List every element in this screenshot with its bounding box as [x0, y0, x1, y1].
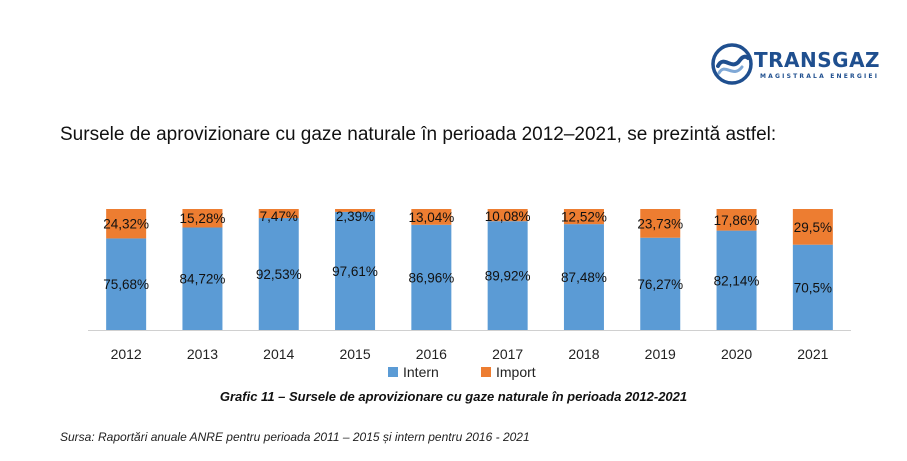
- x-tick-label-2021: 2021: [797, 346, 828, 362]
- x-tick-label-2013: 2013: [187, 346, 218, 362]
- bar-import-2019: [640, 209, 681, 238]
- data-label-intern-2021: 70,5%: [794, 280, 832, 295]
- chart-caption: Grafic 11 – Sursele de aprovizionare cu …: [219, 389, 688, 404]
- legend-swatch-import: [481, 367, 491, 377]
- data-label-intern-2014: 92,53%: [256, 267, 302, 282]
- bar-intern-2016: [411, 224, 452, 330]
- bar-import-2016: [411, 209, 452, 225]
- bar-intern-2019: [640, 237, 681, 330]
- brand-name: TRANSGAZ: [754, 48, 881, 72]
- bar-import-2015: [335, 209, 376, 212]
- data-label-import-2021: 29,5%: [794, 220, 832, 235]
- data-label-import-2020: 17,86%: [714, 213, 760, 228]
- data-label-import-2016: 13,04%: [408, 210, 454, 225]
- data-label-intern-2015: 97,61%: [332, 264, 378, 279]
- x-tick-label-2016: 2016: [416, 346, 447, 362]
- bar-intern-2012: [106, 238, 147, 330]
- bar-intern-2017: [487, 221, 528, 330]
- brand-tagline: MAGISTRALA ENERGIEI: [760, 73, 880, 80]
- data-label-intern-2020: 82,14%: [714, 273, 760, 288]
- legend-swatch-intern: [388, 367, 398, 377]
- bar-import-2020: [716, 209, 757, 231]
- data-label-intern-2018: 87,48%: [561, 270, 607, 285]
- bar-intern-2014: [258, 218, 299, 330]
- data-label-import-2015: 2,39%: [336, 209, 374, 224]
- bar-intern-2020: [716, 230, 757, 330]
- data-label-import-2012: 24,32%: [103, 217, 149, 232]
- data-label-import-2013: 15,28%: [180, 211, 226, 226]
- transgaz-logo-icon: [711, 43, 753, 85]
- data-label-import-2014: 7,47%: [260, 209, 298, 224]
- transgaz-logo: TRANSGAZ MAGISTRALA ENERGIEI: [710, 42, 890, 92]
- bar-import-2014: [258, 209, 299, 219]
- bar-intern-2018: [563, 224, 604, 330]
- data-label-import-2018: 12,52%: [561, 210, 607, 225]
- data-label-intern-2019: 76,27%: [637, 277, 683, 292]
- legend-label-import: Import: [496, 364, 536, 380]
- x-tick-label-2018: 2018: [568, 346, 599, 362]
- x-tick-label-2014: 2014: [263, 346, 294, 362]
- source-note: Sursa: Raportări anuale ANRE pentru peri…: [60, 430, 530, 444]
- bar-import-2013: [182, 209, 223, 228]
- data-label-import-2017: 10,08%: [485, 209, 531, 224]
- bar-import-2018: [563, 209, 604, 225]
- bar-intern-2021: [792, 244, 833, 330]
- x-tick-label-2020: 2020: [721, 346, 752, 362]
- x-tick-label-2017: 2017: [492, 346, 523, 362]
- data-label-intern-2017: 89,92%: [485, 269, 531, 284]
- bar-import-2021: [792, 209, 833, 245]
- bar-intern-2013: [182, 227, 223, 330]
- data-label-intern-2013: 84,72%: [180, 272, 226, 287]
- x-tick-label-2012: 2012: [111, 346, 142, 362]
- bar-import-2012: [106, 209, 147, 239]
- x-tick-label-2015: 2015: [339, 346, 370, 362]
- data-label-intern-2016: 86,96%: [408, 270, 454, 285]
- data-label-import-2019: 23,73%: [637, 216, 683, 231]
- data-label-intern-2012: 75,68%: [103, 277, 149, 292]
- page-heading: Sursele de aprovizionare cu gaze natural…: [60, 124, 777, 145]
- legend-label-intern: Intern: [403, 364, 439, 380]
- x-tick-label-2019: 2019: [645, 346, 676, 362]
- bar-intern-2015: [335, 211, 376, 330]
- bar-import-2017: [487, 209, 528, 222]
